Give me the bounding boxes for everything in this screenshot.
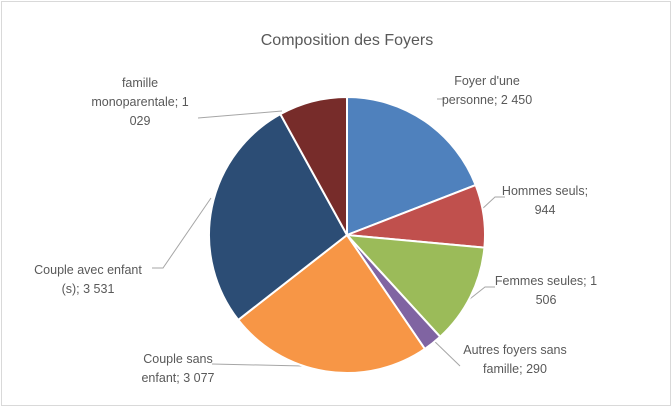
- leader-lines: [152, 98, 505, 367]
- separator: ;: [493, 93, 498, 107]
- separator: ;: [76, 282, 80, 296]
- pie-slice: [236, 233, 427, 374]
- separator: ;: [176, 371, 180, 385]
- separator: ;: [583, 274, 587, 288]
- value-label: 3 077: [183, 371, 215, 385]
- category-label: Couple avec enfant (s): [34, 263, 142, 296]
- leader-line: [465, 286, 495, 303]
- data-label: Foyer d'une personne; 2 450: [435, 72, 540, 110]
- pie-slice: [208, 112, 349, 322]
- separator: ;: [584, 184, 589, 198]
- category-label: Autres foyers sans famille: [463, 343, 567, 376]
- category-label: Femmes seules: [494, 274, 584, 288]
- separator: ;: [519, 362, 523, 376]
- value-label: 1 506: [535, 274, 598, 307]
- data-label: Couple avec enfant (s); 3 531: [33, 261, 143, 299]
- leader-line: [197, 110, 283, 119]
- value-label: 290: [526, 362, 547, 376]
- pie-slice: [344, 233, 486, 339]
- value-label: 3 531: [83, 282, 115, 296]
- leader-line: [211, 363, 304, 367]
- category-label: Foyer d'une personne: [441, 74, 520, 107]
- chart-title: Composition des Foyers: [261, 32, 434, 49]
- data-label: Femmes seules; 1 506: [494, 272, 599, 310]
- separator: ;: [174, 95, 179, 109]
- data-label: famille monoparentale; 1 029: [85, 74, 195, 131]
- leader-line: [480, 196, 505, 211]
- category-label: Couple sans enfant: [141, 352, 213, 385]
- value-label: 2 450: [500, 93, 533, 107]
- category-label: famille monoparentale: [91, 76, 175, 109]
- pie-slice: [346, 95, 477, 237]
- value-label: 1 029: [129, 95, 189, 128]
- pie-slice: [278, 95, 348, 236]
- data-label: Hommes seuls; 944: [495, 182, 595, 220]
- value-label: 944: [534, 203, 556, 217]
- data-label: Autres foyers sans famille; 290: [459, 341, 571, 379]
- category-label: Hommes seuls: [501, 184, 585, 198]
- leader-line: [152, 197, 212, 269]
- data-label: Couple sans enfant; 3 077: [131, 350, 226, 388]
